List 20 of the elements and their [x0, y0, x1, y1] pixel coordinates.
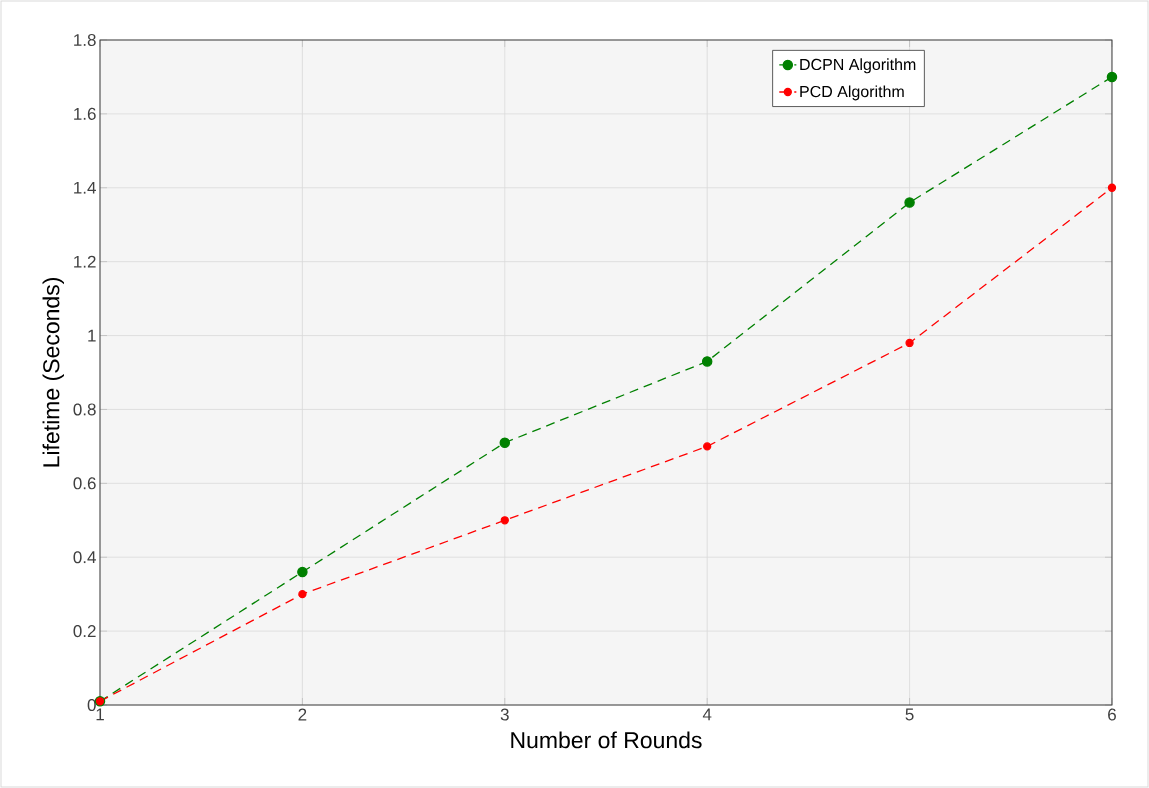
- x-tick-label: 6: [1108, 708, 1116, 721]
- x-axis-title: Number of Rounds: [511, 731, 702, 749]
- y-tick-label: 0: [87, 698, 96, 712]
- y-tick-label: 1.4: [74, 181, 96, 194]
- x-tick-label: 3: [500, 708, 509, 721]
- y-tick-label: 0.4: [73, 551, 96, 564]
- y-tick-label: 1: [88, 329, 96, 342]
- y-axis-title: Lifetime (Seconds): [42, 278, 64, 467]
- y-tick-label: 0.8: [73, 403, 96, 416]
- y-tick-label: 1.2: [74, 255, 96, 268]
- x-tick-label: 2: [298, 708, 307, 721]
- y-tick-label: 0.6: [73, 477, 96, 490]
- y-tick-label: 1.8: [74, 33, 96, 47]
- x-tick-label: 1: [96, 708, 104, 721]
- legend-label: DCPN Algorithm: [800, 58, 916, 74]
- y-tick-label: 0.2: [73, 625, 96, 638]
- x-tick-label: 5: [905, 708, 914, 721]
- legend-label: PCD Algorithm: [800, 85, 904, 101]
- x-tick-label: 4: [702, 708, 712, 721]
- y-tick-label: 1.6: [74, 107, 96, 120]
